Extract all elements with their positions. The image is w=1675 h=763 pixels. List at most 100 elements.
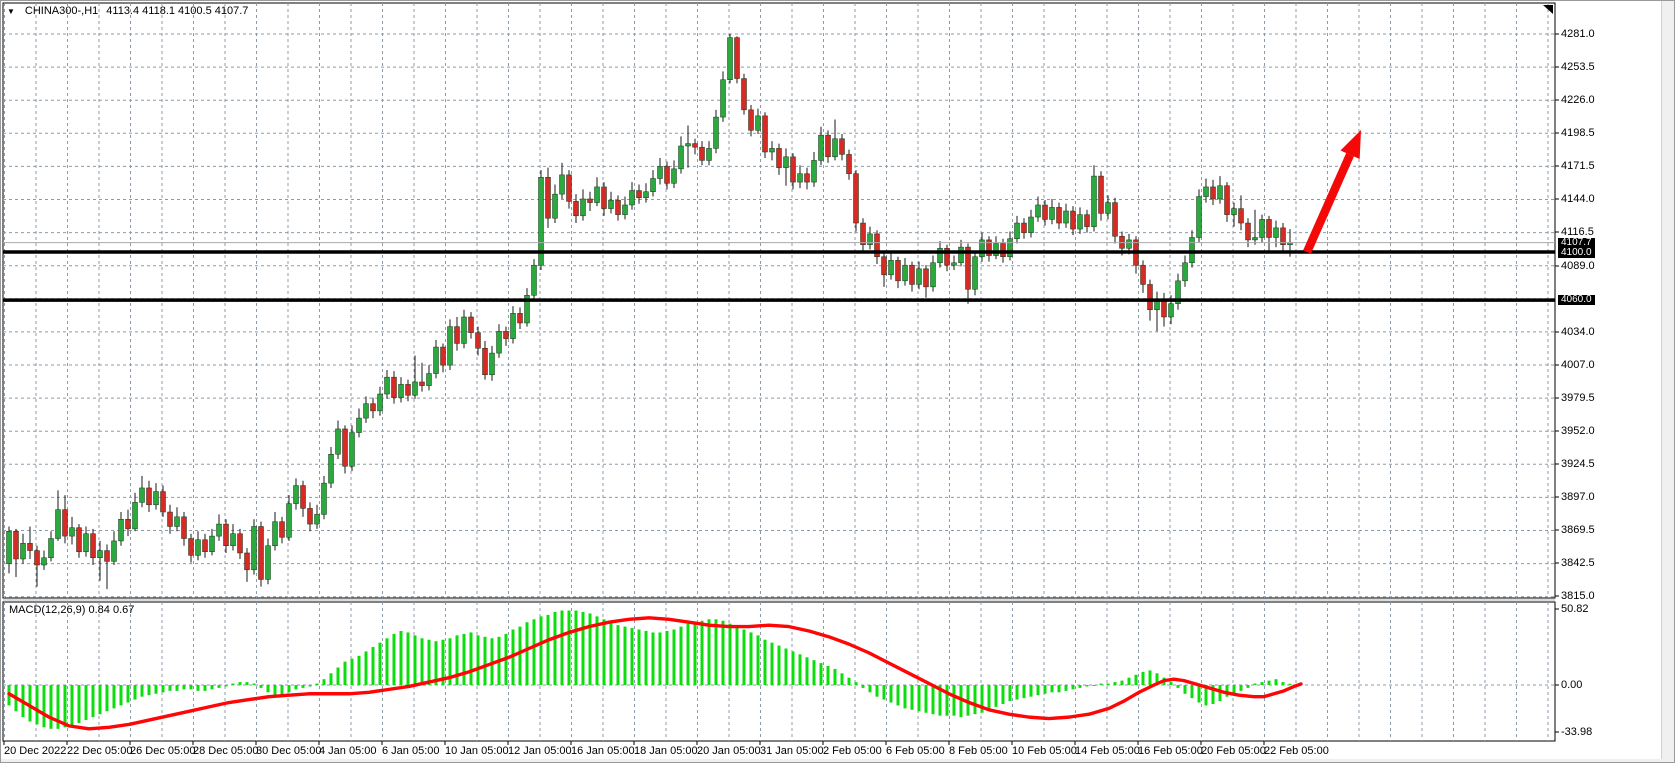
macd-bar xyxy=(189,685,193,690)
candle-bull xyxy=(951,262,957,266)
macd-bar xyxy=(1106,683,1110,685)
price-marker-4100.0: 4100.0 xyxy=(1558,248,1595,258)
candle-bull xyxy=(20,543,26,560)
candle-bull xyxy=(349,432,355,467)
macd-bar xyxy=(399,630,403,685)
candle-bear xyxy=(762,115,768,153)
candle-bear xyxy=(258,526,264,580)
candle-bull xyxy=(755,115,761,131)
candle-bear xyxy=(34,550,40,566)
candle-bear xyxy=(27,543,33,551)
candle-bull xyxy=(1273,227,1279,238)
time-axis-label: 20 Dec 2022 xyxy=(4,745,67,757)
candle-bull xyxy=(1231,208,1237,215)
price-axis-label: 4007.0 xyxy=(1561,359,1595,371)
macd-bar xyxy=(315,683,319,685)
window-right-gutter xyxy=(1661,1,1674,762)
candle-bull xyxy=(1252,237,1258,241)
candle-bull xyxy=(538,177,544,266)
candle-bear xyxy=(944,248,950,266)
macd-axis-label: 50.82 xyxy=(1561,603,1589,615)
symbol-dropdown-icon[interactable]: ▼ xyxy=(7,6,15,16)
macd-bar xyxy=(770,642,774,685)
macd-value-main: 0.84 xyxy=(88,604,110,616)
candle-bull xyxy=(153,491,159,506)
candle-bull xyxy=(783,156,789,168)
candle-bear xyxy=(699,146,705,161)
candle-bull xyxy=(314,514,320,525)
candle-bull xyxy=(1035,204,1041,218)
candle-bull xyxy=(832,138,838,158)
candle-bear xyxy=(1147,284,1153,310)
macd-bar xyxy=(469,632,473,685)
candle-bull xyxy=(1168,303,1174,318)
candle-bear xyxy=(545,177,551,219)
macd-bar xyxy=(777,645,781,685)
macd-bar xyxy=(1218,685,1222,702)
candle-bull xyxy=(426,373,432,386)
macd-bar xyxy=(1015,685,1019,700)
candle-bull xyxy=(230,533,236,546)
macd-bar xyxy=(938,685,942,716)
candle-bull xyxy=(1203,186,1209,197)
macd-histogram xyxy=(7,610,1292,729)
scroll-to-end-marker[interactable] xyxy=(1543,5,1553,14)
candle-bull xyxy=(209,535,215,553)
macd-bar xyxy=(98,685,102,715)
time-axis-label: 6 Jan 05:00 xyxy=(382,745,440,757)
candle-bear xyxy=(748,109,754,131)
price-axis-label: 4171.5 xyxy=(1561,160,1595,172)
macd-bar xyxy=(693,622,697,685)
candle-bull xyxy=(132,502,138,530)
macd-bar xyxy=(1204,685,1208,706)
time-axis-label: 30 Dec 05:00 xyxy=(256,745,322,757)
macd-bar xyxy=(700,620,704,685)
macd-bar xyxy=(196,685,200,691)
candle-bear xyxy=(1042,204,1048,220)
macd-bar xyxy=(392,633,396,685)
candle-bull xyxy=(398,384,404,398)
candle-bull xyxy=(1049,207,1055,220)
macd-bar xyxy=(1092,685,1096,686)
candle-bear xyxy=(1280,227,1286,245)
macd-bar xyxy=(168,685,172,691)
macd-bar xyxy=(798,654,802,685)
candle-bull xyxy=(706,148,712,161)
macd-bar xyxy=(623,626,627,685)
candle-bull xyxy=(1091,175,1097,227)
macd-bar xyxy=(203,685,207,691)
macd-bar xyxy=(28,685,32,722)
candle-bull xyxy=(1196,196,1202,238)
trend-arrow[interactable] xyxy=(1303,130,1361,254)
candle-bull xyxy=(496,331,502,354)
candle-bull xyxy=(251,526,257,571)
macd-bar xyxy=(448,638,452,685)
macd-bar xyxy=(70,685,74,726)
macd-bar xyxy=(259,685,263,688)
macd-bar xyxy=(1099,683,1103,685)
candle-bear xyxy=(90,533,96,559)
macd-bar xyxy=(847,677,851,685)
candle-bull xyxy=(328,453,334,484)
time-axis-label: 20 Jan 05:00 xyxy=(697,745,761,757)
price-axis-label: 4253.5 xyxy=(1561,61,1595,73)
candle-bear xyxy=(62,509,68,537)
time-axis-label: 31 Jan 05:00 xyxy=(760,745,824,757)
candle-bull xyxy=(510,313,516,339)
macd-bar xyxy=(567,610,571,685)
macd-bar xyxy=(119,685,123,706)
candle-bear xyxy=(860,222,866,245)
candle-bear xyxy=(1056,207,1062,224)
macd-bar xyxy=(42,685,46,728)
candle-bull xyxy=(48,538,54,559)
macd-bar xyxy=(791,651,795,685)
candle-bull xyxy=(412,381,418,396)
macd-bar xyxy=(175,685,179,691)
candle-bear xyxy=(1238,208,1244,224)
macd-bar xyxy=(1120,680,1124,685)
macd-name: MACD(12,26,9) xyxy=(9,604,86,616)
candle-bear xyxy=(146,487,152,506)
macd-bar xyxy=(441,639,445,685)
candle-bull xyxy=(552,193,558,219)
